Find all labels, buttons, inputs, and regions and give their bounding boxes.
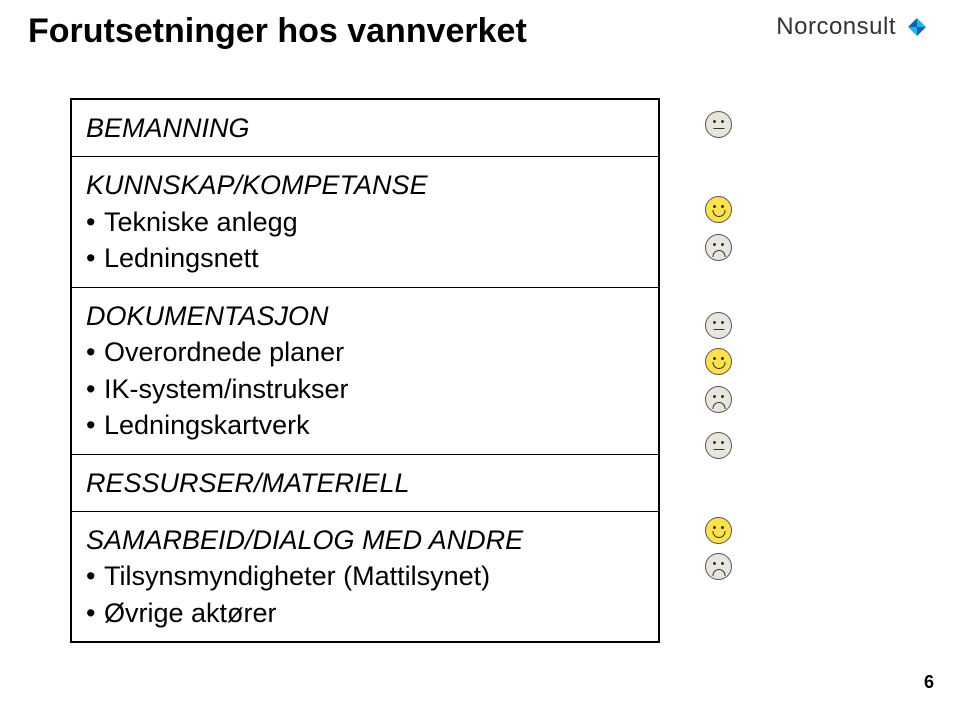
face-cell	[705, 379, 785, 419]
table-row: BEMANNING	[72, 100, 658, 157]
face-happy-icon	[705, 196, 732, 223]
face-neutral-icon	[705, 111, 732, 138]
row-header: BEMANNING	[86, 113, 250, 143]
face-sad-icon	[705, 553, 732, 580]
row-header: KUNNSKAP/KOMPETANSE	[86, 170, 428, 200]
page-number: 6	[924, 672, 934, 693]
row-bullet: IK-system/instrukser	[86, 371, 644, 407]
slide: Forutsetninger hos vannverket Norconsult…	[0, 0, 960, 709]
face-sad-icon	[705, 386, 732, 413]
face-neutral-icon	[705, 432, 732, 459]
row-bullet: Øvrige aktører	[86, 595, 644, 631]
page-title: Forutsetninger hos vannverket	[28, 12, 527, 51]
face-cell	[705, 151, 785, 191]
table-row: SAMARBEID/DIALOG MED ANDRE Tilsynsmyndig…	[72, 512, 658, 641]
face-neutral-icon	[705, 312, 732, 339]
face-cell	[705, 512, 785, 548]
content-table: BEMANNING KUNNSKAP/KOMPETANSE Tekniske a…	[70, 98, 660, 643]
row-bullet: Tilsynsmyndigheter (Mattilsynet)	[86, 558, 644, 594]
table-row: DOKUMENTASJON Overordnede planer IK-syst…	[72, 288, 658, 455]
row-header: SAMARBEID/DIALOG MED ANDRE	[86, 525, 523, 555]
face-happy-icon	[705, 348, 732, 375]
row-bullet: Ledningskartverk	[86, 407, 644, 443]
face-cell	[705, 307, 785, 343]
face-cell	[705, 227, 785, 267]
face-cell	[705, 419, 785, 472]
face-happy-icon	[705, 517, 732, 544]
row-header: DOKUMENTASJON	[86, 301, 329, 331]
face-cell	[705, 267, 785, 307]
face-sad-icon	[705, 234, 732, 261]
brand-mark-icon	[902, 12, 932, 42]
row-bullet: Ledningsnett	[86, 240, 644, 276]
face-cell	[705, 343, 785, 379]
row-bullet: Tekniske anlegg	[86, 204, 644, 240]
table-row: KUNNSKAP/KOMPETANSE Tekniske anlegg Ledn…	[72, 157, 658, 287]
brand-name: Norconsult	[776, 13, 896, 41]
face-cell	[705, 98, 785, 151]
table-row: RESSURSER/MATERIELL	[72, 455, 658, 512]
brand-logo: Norconsult	[776, 12, 932, 42]
face-cell	[705, 472, 785, 512]
face-cell	[705, 548, 785, 584]
faces-column	[705, 98, 785, 584]
row-header: RESSURSER/MATERIELL	[86, 468, 410, 498]
face-cell	[705, 191, 785, 227]
row-bullet: Overordnede planer	[86, 334, 644, 370]
